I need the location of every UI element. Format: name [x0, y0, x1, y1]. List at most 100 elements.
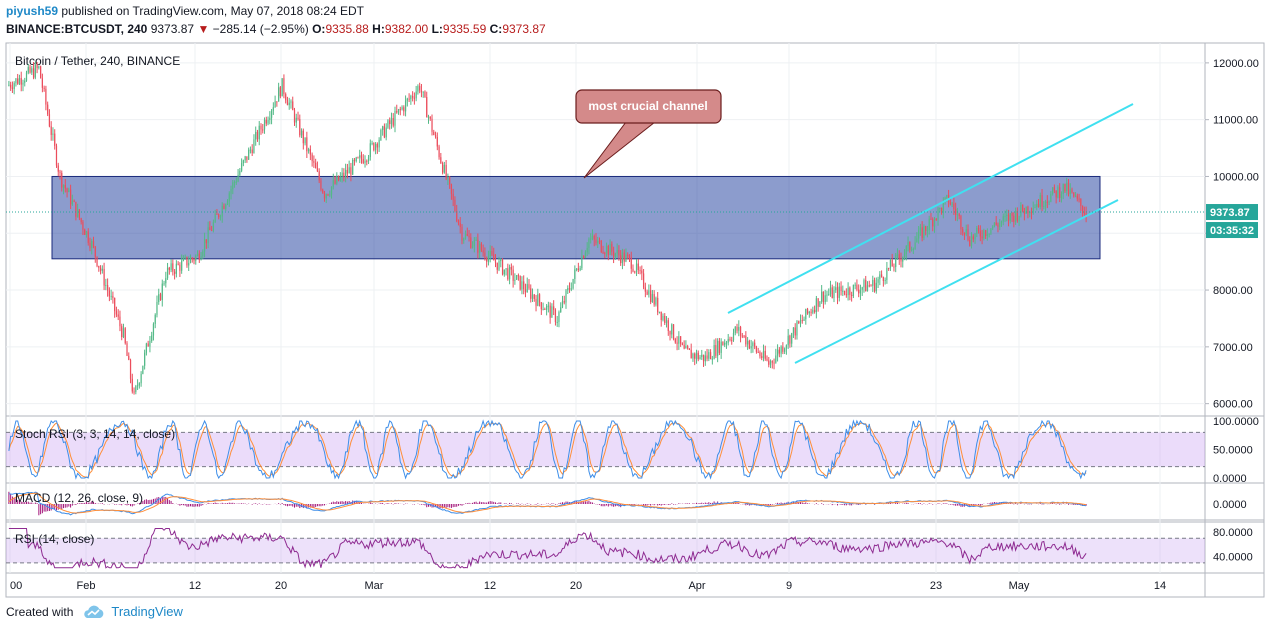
created-with-text: Created with: [6, 604, 74, 619]
candle-up: [692, 353, 694, 359]
candle-up: [188, 262, 190, 266]
candle-down: [39, 66, 42, 79]
candle-down: [59, 171, 61, 173]
candle-down: [967, 229, 969, 240]
candle-up: [235, 181, 237, 183]
candle-down: [112, 295, 114, 298]
candle-up: [803, 319, 805, 321]
candle-up: [182, 258, 185, 261]
price-change: −285.14 (−2.95%): [212, 22, 309, 36]
last-price-tag-text: 9373.87: [1210, 207, 1250, 219]
candles: [8, 61, 1087, 395]
candle-down: [114, 297, 116, 312]
candle-up: [919, 227, 922, 231]
candle-down: [650, 290, 652, 303]
candle-down: [383, 126, 386, 138]
candle-down: [311, 154, 313, 162]
candle-up: [382, 126, 384, 131]
candle-up: [225, 204, 227, 209]
candle-up: [140, 373, 142, 384]
candle-down: [461, 226, 463, 241]
candle-down: [865, 280, 867, 292]
candle-up: [272, 107, 274, 111]
candle-up: [993, 222, 996, 227]
candle-down: [768, 360, 770, 365]
candle-up: [31, 68, 33, 73]
candle-down: [320, 180, 322, 190]
candle-up: [704, 355, 706, 362]
candle-down: [688, 348, 691, 350]
candle-up: [142, 365, 144, 374]
candle-down: [350, 167, 352, 175]
candle-down: [419, 86, 421, 91]
candle-up: [565, 290, 567, 303]
symbol-info: BINANCE:BTCUSDT, 240 9373.87 ▼ −285.14 (…: [6, 22, 546, 36]
candle-up: [378, 139, 380, 148]
tradingview-link[interactable]: TradingView: [81, 604, 183, 619]
candle-down: [1053, 187, 1056, 191]
candle-down: [211, 230, 213, 232]
candle-down: [657, 297, 659, 313]
candle-up: [25, 72, 28, 81]
candle-down: [940, 208, 943, 213]
candle-down: [664, 315, 666, 323]
candle-up: [826, 294, 828, 296]
price-tick-label: 6000.00: [1213, 399, 1253, 411]
candle-up: [503, 269, 505, 275]
candle-down: [440, 157, 442, 164]
candle-down: [61, 172, 63, 188]
candle-up: [15, 78, 17, 84]
candle-down: [302, 130, 304, 144]
candle-up: [824, 295, 826, 303]
candle-down: [36, 64, 38, 68]
open-value: 9335.88: [325, 22, 369, 36]
candle-up: [785, 345, 788, 349]
candle-up: [62, 184, 65, 188]
candle-up: [516, 275, 518, 280]
candle-down: [57, 165, 59, 172]
candle-down: [979, 230, 981, 237]
candle-up: [526, 284, 528, 293]
candle-down: [98, 265, 100, 268]
candle-down: [454, 199, 456, 211]
author-link[interactable]: piyush59: [6, 4, 59, 18]
candle-down: [997, 224, 999, 227]
candle-down: [438, 146, 440, 158]
candle-up: [671, 324, 673, 335]
candle-up: [248, 149, 250, 160]
candle-up: [852, 284, 855, 296]
candle-up: [242, 160, 244, 164]
candle-up: [221, 205, 223, 217]
candle-down: [888, 267, 890, 269]
candle-down: [849, 287, 851, 295]
candle-down: [115, 311, 118, 315]
candle-down: [754, 342, 756, 347]
candle-up: [367, 157, 370, 162]
candle-up: [581, 256, 583, 269]
candle-up: [1002, 216, 1004, 222]
candle-up: [609, 243, 611, 255]
candle-up: [1004, 216, 1006, 218]
candle-up: [521, 281, 523, 290]
candle-down: [1083, 212, 1085, 214]
candle-up: [815, 298, 817, 313]
candle-up: [724, 342, 726, 346]
candle-down: [468, 235, 470, 238]
close-value: 9373.87: [502, 22, 546, 36]
candle-down: [856, 284, 858, 290]
candle-down: [612, 251, 615, 257]
candle-down: [873, 279, 876, 292]
candle-down: [909, 241, 911, 251]
candle-down: [276, 101, 278, 103]
candle-down: [697, 352, 699, 360]
candle-down: [486, 258, 488, 262]
rsi-tick-label: 80.0000: [1213, 527, 1253, 539]
candle-down: [376, 143, 378, 148]
candle-down: [322, 189, 324, 193]
candle-up: [415, 91, 417, 99]
crucial-zone: [51, 175, 1101, 260]
candle-down: [327, 194, 329, 196]
candle-down: [778, 349, 780, 354]
candle-up: [842, 290, 844, 292]
